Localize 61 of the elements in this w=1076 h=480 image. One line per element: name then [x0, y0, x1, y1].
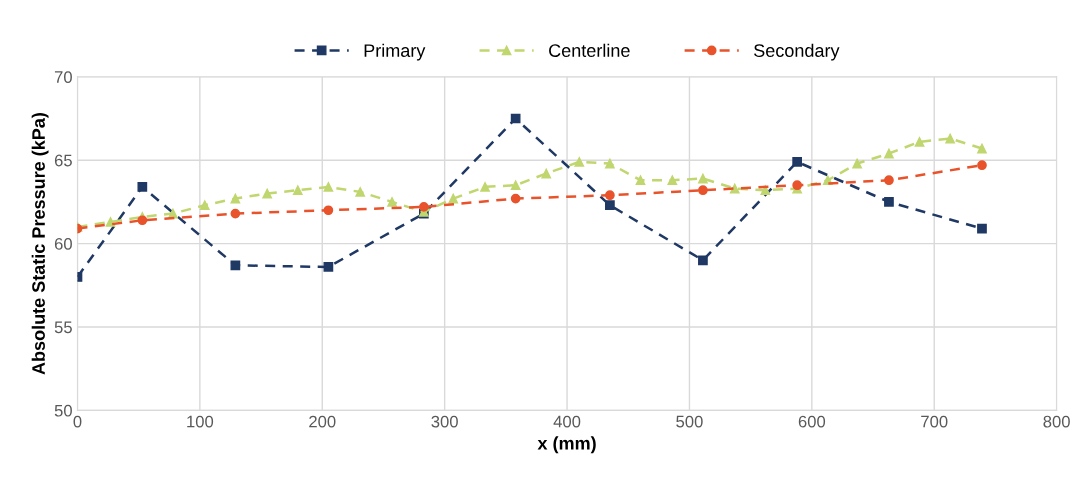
point: [605, 200, 615, 211]
point: [137, 182, 148, 192]
point: [698, 173, 708, 184]
point: [605, 158, 615, 169]
x-tick-label: 600: [798, 415, 826, 428]
point: [914, 136, 925, 147]
point: [977, 143, 987, 154]
point: [230, 193, 241, 204]
point: [105, 217, 116, 227]
x-tick-label: 200: [309, 415, 336, 428]
point: [262, 188, 273, 199]
legend-label: Primary: [364, 43, 426, 61]
point: [884, 197, 894, 207]
y-tick-label: 65: [54, 154, 72, 167]
point: [355, 187, 366, 197]
x-tick-label: 500: [676, 415, 703, 428]
y-tick-label: 55: [54, 321, 72, 334]
point: [510, 113, 521, 124]
legend-label: Centerline: [549, 43, 630, 57]
point: [418, 202, 429, 212]
point: [323, 205, 334, 216]
y-tick-label: 50: [54, 404, 72, 417]
point: [760, 185, 771, 196]
point: [448, 193, 459, 204]
point: [510, 193, 521, 204]
point: [977, 160, 987, 171]
point: [884, 148, 894, 159]
point: [323, 182, 334, 192]
point: [480, 182, 490, 192]
x-tick-label: 700: [921, 415, 948, 428]
point: [605, 190, 615, 201]
point: [635, 175, 646, 186]
x-axis-title: x (mm): [537, 436, 596, 454]
x-tick-label: 100: [187, 415, 214, 428]
y-axis-title: Absolute Static Pressure (kPa): [31, 113, 49, 375]
point: [574, 157, 585, 167]
x-tick-label: 800: [1043, 415, 1070, 428]
point: [667, 175, 678, 186]
point: [698, 185, 708, 196]
point: [323, 262, 334, 272]
point: [292, 185, 303, 196]
point: [852, 158, 862, 169]
point: [387, 197, 397, 207]
y-tick-label: 70: [54, 71, 72, 83]
x-tick-label: 0: [73, 415, 82, 428]
point: [792, 157, 803, 167]
x-tick-label: 400: [553, 415, 581, 428]
point: [510, 180, 521, 191]
point: [977, 223, 987, 234]
y-tick-label: 60: [54, 238, 72, 250]
x-tick-label: 300: [431, 415, 458, 428]
point: [199, 200, 210, 211]
point: [945, 133, 956, 144]
point: [541, 168, 552, 179]
point: [230, 208, 241, 219]
point: [137, 215, 148, 226]
point: [230, 260, 241, 271]
point: [729, 183, 740, 194]
point: [698, 255, 708, 266]
legend-label: Secondary: [754, 43, 840, 61]
point: [884, 175, 894, 186]
